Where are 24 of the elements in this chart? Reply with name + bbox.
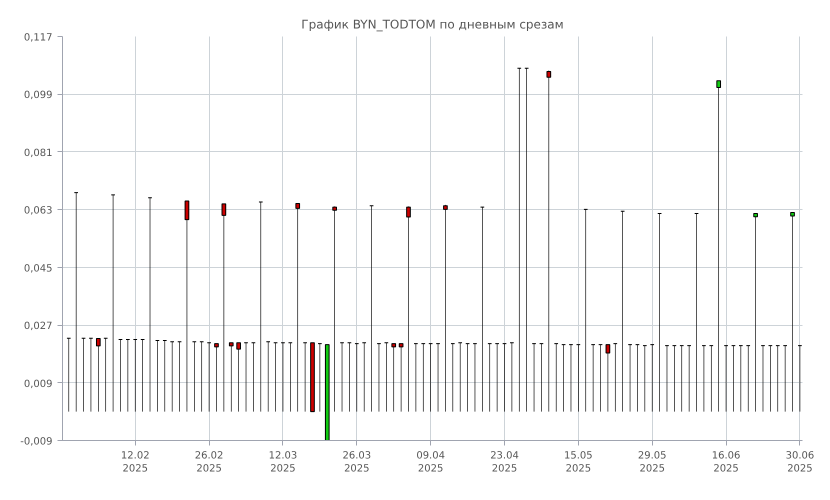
- x-tick-label: 15.05 2025: [564, 450, 593, 475]
- chart-title: График BYN_TODTOM по дневным срезам: [301, 18, 564, 32]
- y-tick-label: -0,009: [20, 436, 53, 448]
- x-tick-label: 29.05 2025: [638, 450, 667, 475]
- y-tick-label: 0,009: [24, 378, 53, 390]
- y-tick-label: 0,063: [24, 206, 53, 217]
- x-tick-label: 16.06 2025: [712, 450, 740, 475]
- x-tick-label: 30.06 2025: [786, 450, 814, 475]
- x-tick-label: 23.04 2025: [490, 450, 519, 475]
- candlestick: [443, 204, 448, 412]
- x-tick-label: 12.02 2025: [120, 450, 150, 475]
- y-tick-label: 0,099: [24, 90, 53, 102]
- y-tick-label: 0,027: [24, 321, 53, 332]
- candlestick: [214, 343, 219, 412]
- x-tick-label: 26.03 2025: [342, 450, 372, 475]
- x-tick-label: 09.04 2025: [416, 450, 445, 475]
- x-tick-label: 12.03 2025: [268, 450, 298, 475]
- candlestick: [184, 200, 190, 412]
- x-tick-label: 26.02 2025: [194, 450, 224, 475]
- candlestick: [790, 212, 795, 412]
- candlestick: [406, 206, 411, 412]
- y-tick-label: 0,117: [24, 32, 53, 44]
- y-tick-label: 0,045: [24, 263, 53, 274]
- y-tick-label: 0,081: [24, 148, 53, 159]
